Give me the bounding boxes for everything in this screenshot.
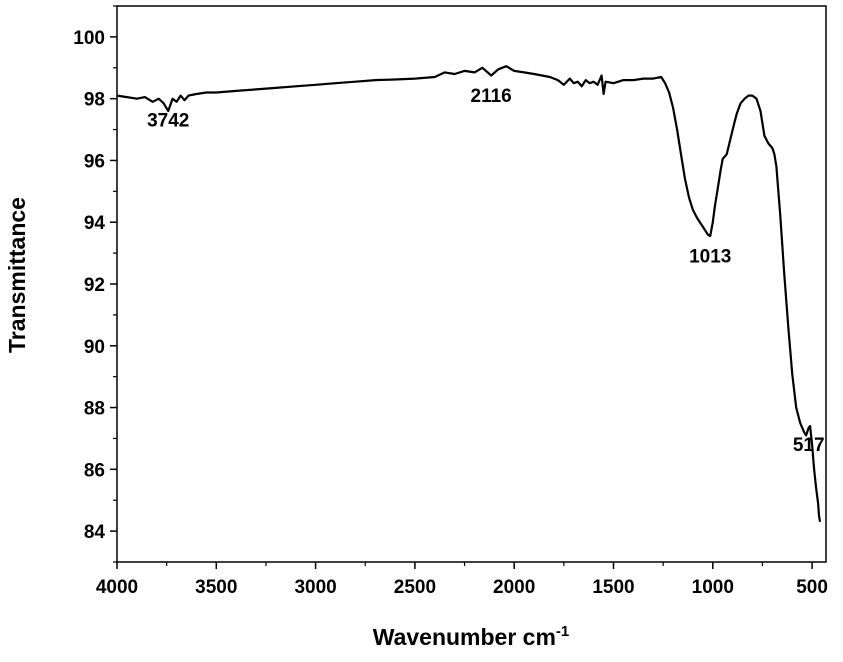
peak-label: 2116 [471,86,512,107]
y-axis: 84 86 88 90 92 94 96 98 100 [73,5,117,563]
peak-label: 1013 [689,246,731,267]
x-tick-label: 1500 [592,577,634,598]
y-tick-label: 86 [84,460,105,481]
y-tick-label: 88 [84,399,105,420]
x-tick-label: 3500 [195,577,237,598]
x-tick-label: 1000 [692,577,734,598]
x-tick-label: 2000 [493,577,535,598]
y-tick-label: 98 [84,90,105,111]
y-tick-label: 84 [84,522,106,543]
spectrum-line [116,65,822,522]
peak-annotations: 3742 2116 1013 517 [147,86,824,456]
x-axis-title-superscript: -1 [556,623,569,640]
x-tick-label: 4000 [96,577,138,598]
peak-label: 517 [793,435,825,456]
x-axis: 4000 3500 3000 2500 2000 1500 1000 500 [96,562,828,598]
y-axis-title: Transmittance [4,197,30,353]
y-tick-label: 90 [84,337,105,358]
peak-label: 3742 [147,110,189,131]
x-tick-label: 500 [796,577,828,598]
x-tick-label: 3000 [294,577,336,598]
y-tick-label: 100 [73,28,105,49]
y-tick-label: 92 [84,275,105,296]
y-tick-label: 96 [84,151,105,172]
x-axis-title-text: Wavenumber cm [373,624,556,650]
x-tick-label: 2500 [394,577,436,598]
x-axis-title: Wavenumber cm-1 [373,623,570,650]
y-tick-label: 94 [84,213,106,234]
